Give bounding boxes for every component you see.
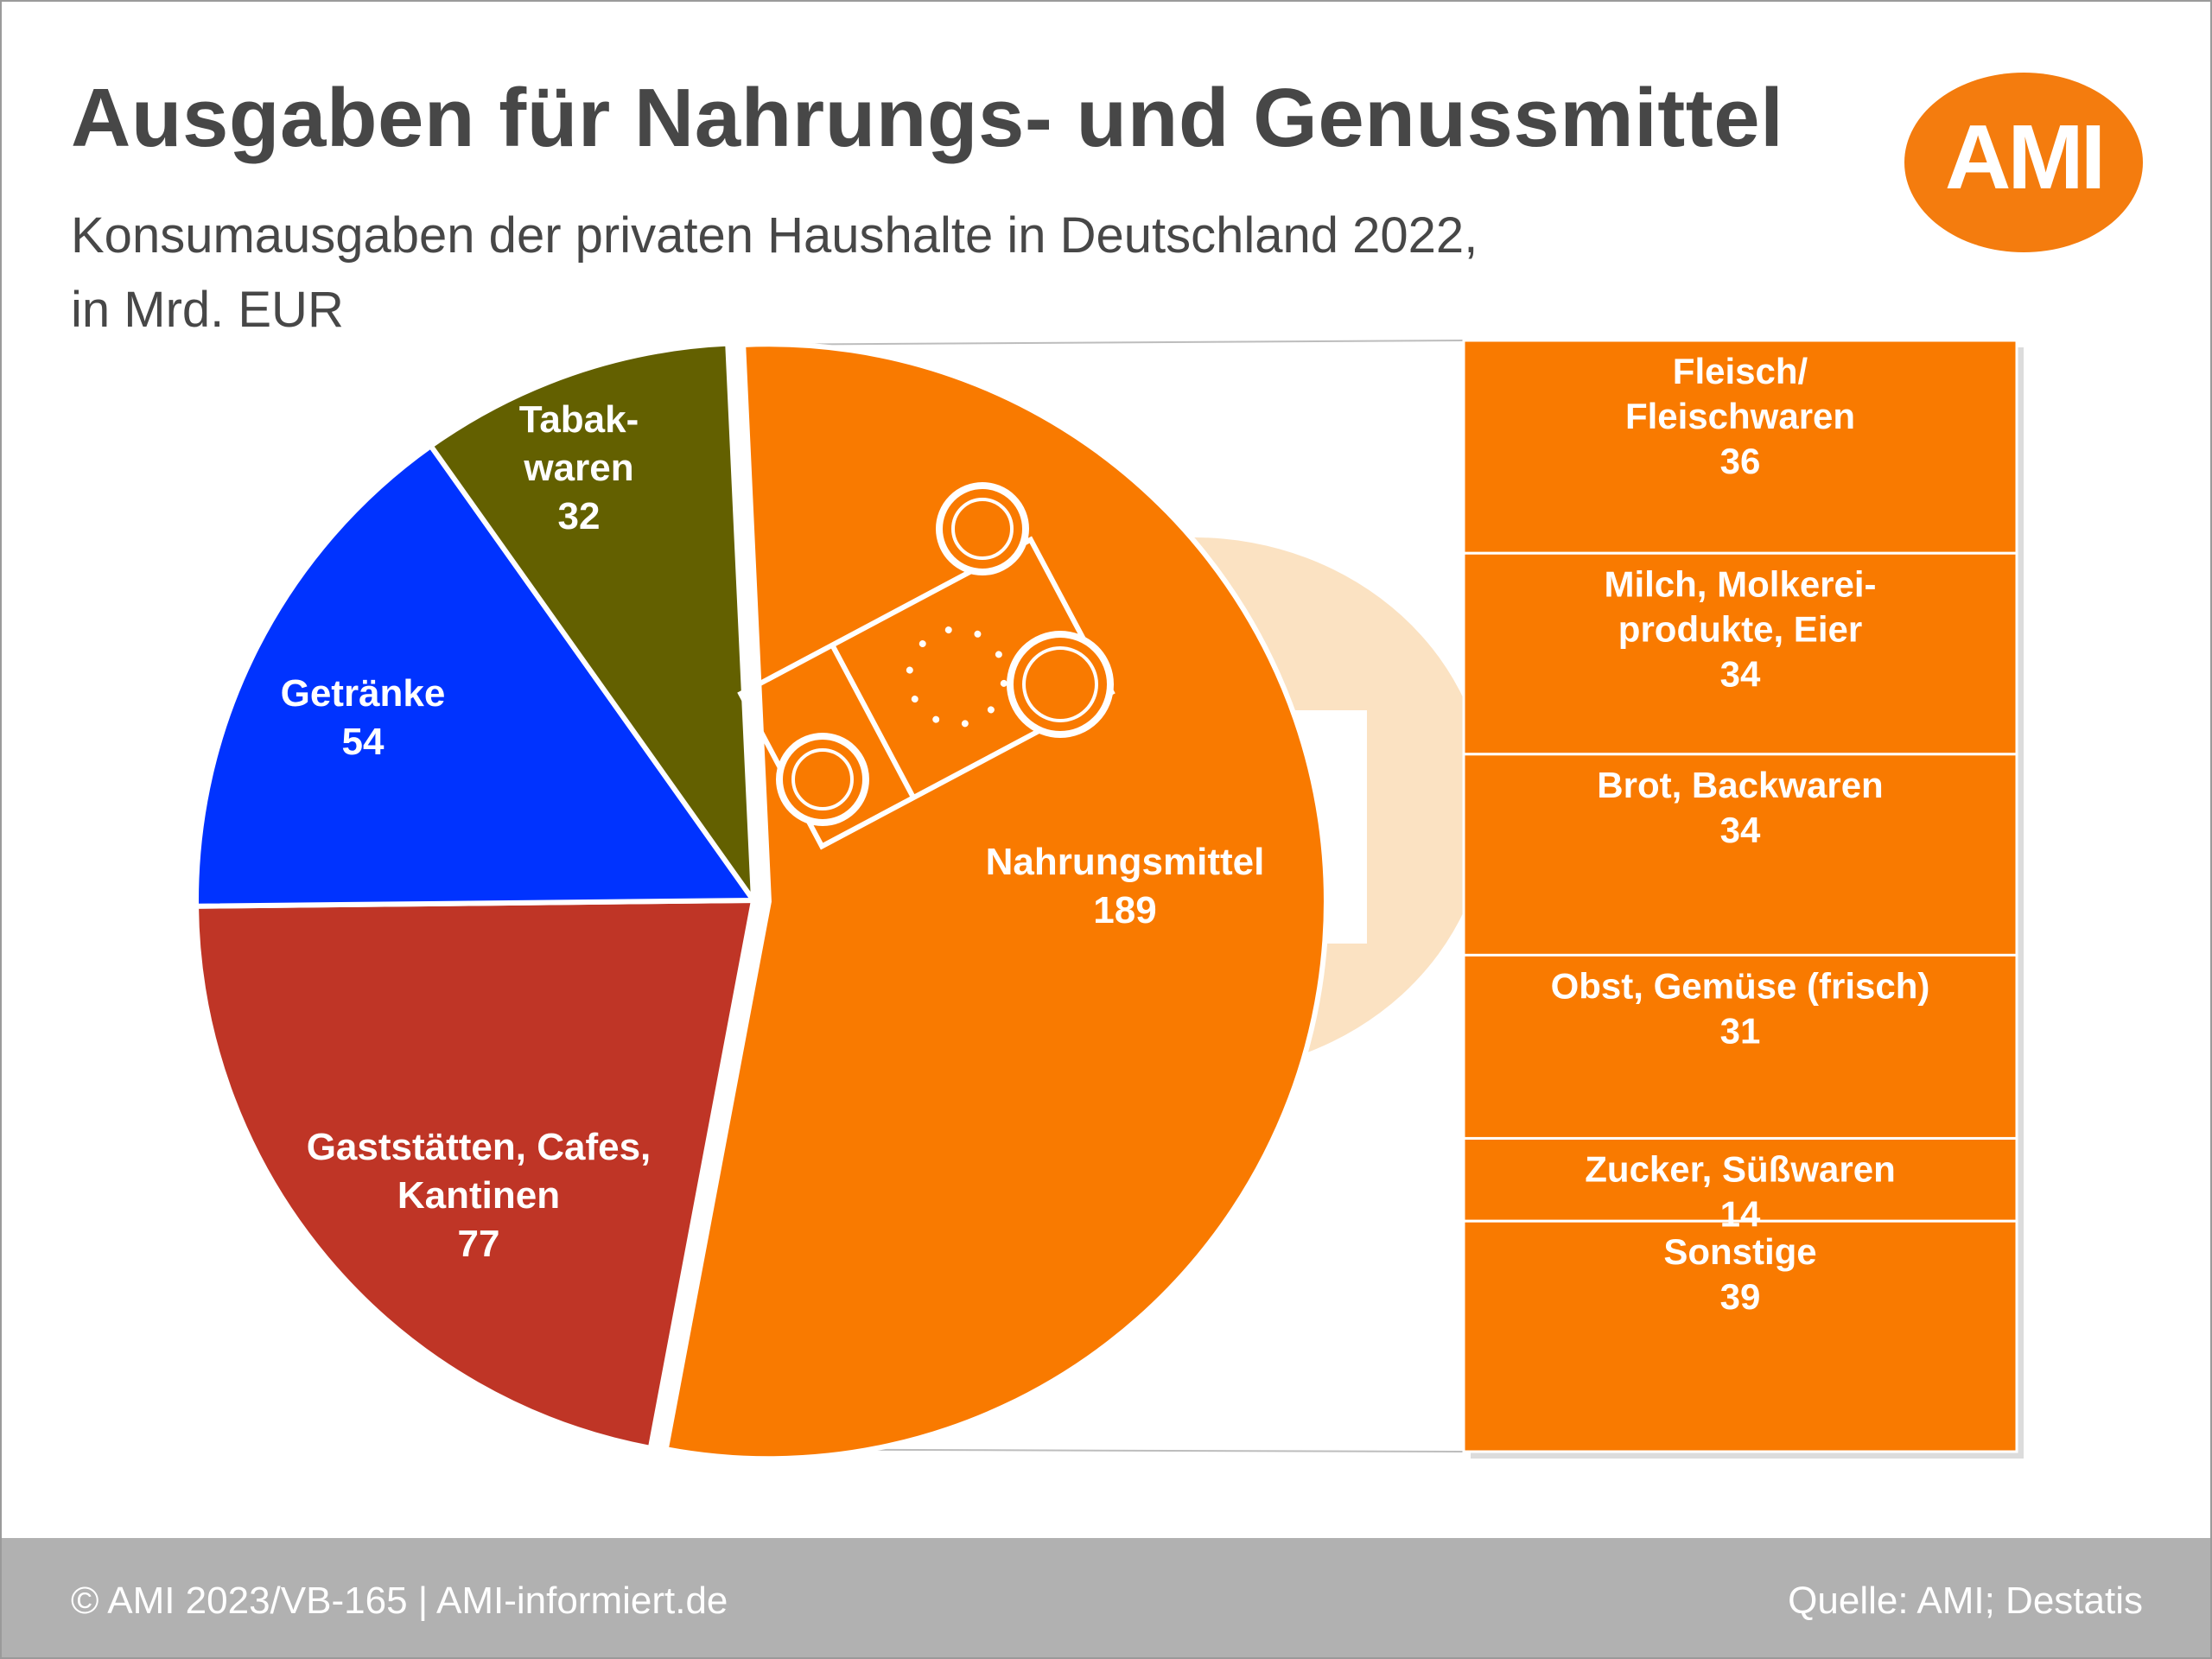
banknote-divider bbox=[830, 644, 916, 799]
pie-slice-label: Tabak-waren 32 bbox=[519, 398, 639, 537]
pie-chart bbox=[194, 340, 1329, 1462]
star-icon bbox=[906, 666, 913, 674]
pie-slice-label-line: waren bbox=[523, 447, 633, 489]
footer: © AMI 2023/VB-165 | AMI-informiert.de Qu… bbox=[2, 1538, 2210, 1657]
star-icon bbox=[974, 630, 982, 638]
pie-slice-label-value: 77 bbox=[458, 1223, 500, 1265]
pie-slice-label-value: 189 bbox=[1093, 889, 1156, 931]
bar-segment-label: Milch, Molkerei-produkte, Eier 34 bbox=[1604, 563, 1876, 694]
bar-segment-label-value: 36 bbox=[1720, 441, 1761, 481]
star-icon bbox=[995, 651, 1002, 658]
bar-segment-label-value: 39 bbox=[1720, 1276, 1761, 1317]
star-icon bbox=[961, 720, 969, 728]
subtitle-line: Konsumausgaben der privaten Haushalte in… bbox=[71, 207, 1478, 264]
logo-ellipse bbox=[1904, 73, 2143, 252]
pie-slice-label-line: Getränke bbox=[281, 672, 446, 715]
bar-segment-label-line: Milch, Molkerei- bbox=[1604, 563, 1876, 604]
bar-segment-label: Obst, Gemüse (frisch) 31 bbox=[1551, 965, 1930, 1051]
star-icon bbox=[987, 706, 995, 714]
ami-logo: AMI bbox=[1904, 73, 2143, 252]
bar-segment-label-value: 31 bbox=[1720, 1010, 1761, 1051]
bar-segment-label: Fleisch/Fleischwaren 36 bbox=[1625, 351, 1855, 481]
star-icon bbox=[944, 626, 952, 634]
coin-ring bbox=[1022, 646, 1098, 722]
pie-slice bbox=[194, 897, 757, 1452]
breakdown-bar bbox=[1462, 339, 2024, 1459]
bar-segment bbox=[1462, 551, 2018, 756]
subtitle-line: in Mrd. EUR bbox=[71, 282, 344, 338]
bar-segment-label-line: produkte, Eier bbox=[1618, 608, 1862, 649]
star-icon bbox=[932, 715, 940, 723]
bar-segment bbox=[1462, 1219, 2018, 1453]
bar-segment-label-value: 34 bbox=[1720, 653, 1761, 694]
bar-segment-label-line: Zucker, Süßwaren bbox=[1585, 1148, 1895, 1189]
bar-segment bbox=[1462, 953, 2018, 1140]
pie-slice-label-line: Gaststätten, Cafes, bbox=[307, 1126, 652, 1168]
star-icon bbox=[911, 696, 918, 703]
pie-slice-label-line: Tabak- bbox=[519, 398, 639, 441]
pie-slice-label-value: 32 bbox=[558, 495, 601, 537]
footer-copyright: © AMI 2023/VB-165 | AMI-informiert.de bbox=[71, 1580, 728, 1622]
coin-ring bbox=[951, 498, 1014, 560]
bar-segment bbox=[1462, 1136, 2018, 1223]
breakdown-bar-labels: Fleisch/Fleischwaren 36 Milch, Molkerei-pr… bbox=[1551, 351, 1930, 1317]
bar-segment bbox=[1462, 753, 2018, 957]
page-subtitle: Konsumausgaben der privaten Haushalte in… bbox=[71, 199, 1713, 347]
bar-segment-label-line: Brot, Backwaren bbox=[1597, 765, 1883, 805]
bar-segment bbox=[1462, 339, 2018, 555]
bar-segment-label-value: 34 bbox=[1720, 810, 1761, 850]
pie-slice-label-line: Kantinen bbox=[397, 1174, 560, 1217]
pie-labels: Nahrungsmittel 189 Gaststätten, Cafes, Kant… bbox=[281, 398, 1265, 1265]
pie-slice-label: Nahrungsmittel 189 bbox=[986, 841, 1265, 931]
euro-banknote-coins-icon bbox=[737, 482, 1116, 850]
coin-ring bbox=[791, 748, 854, 810]
logo-text: AMI bbox=[1945, 106, 2102, 208]
bar-segment-label-value: 14 bbox=[1720, 1193, 1761, 1234]
chart-area: Nahrungsmittel 189 Gaststätten, Cafes, Kant… bbox=[194, 339, 2024, 1462]
pie-slice-label: Getränke 54 bbox=[281, 672, 446, 763]
bar-segment-label-line: Sonstige bbox=[1663, 1231, 1816, 1272]
bar-segment-label-line: Fleischwaren bbox=[1625, 396, 1855, 436]
bar-segment-label: Zucker, Süßwaren 14 bbox=[1585, 1148, 1895, 1234]
bar-segment-label: Brot, Backwaren 34 bbox=[1597, 765, 1883, 850]
bar-segment-label-line: Obst, Gemüse (frisch) bbox=[1551, 965, 1930, 1006]
page-title: Ausgaben für Nahrungs- und Genussmittel bbox=[71, 72, 1784, 164]
pie-slice bbox=[194, 442, 759, 909]
connector-line bbox=[743, 340, 1465, 346]
bar-segment-label: Sonstige 39 bbox=[1663, 1231, 1816, 1317]
pie-slice-label-line: Nahrungsmittel bbox=[986, 841, 1265, 883]
pie-slice-label-value: 54 bbox=[342, 721, 385, 763]
pie-slice bbox=[427, 340, 757, 910]
star-icon bbox=[918, 640, 926, 648]
pie-slice bbox=[663, 341, 1329, 1462]
bar-segment-label-line: Fleisch/ bbox=[1673, 351, 1808, 391]
star-icon bbox=[1000, 679, 1007, 687]
footer-source: Quelle: AMI; Destatis bbox=[1788, 1580, 2143, 1622]
pie-slice-label: Gaststätten, Cafes, Kantinen 77 bbox=[307, 1126, 652, 1265]
